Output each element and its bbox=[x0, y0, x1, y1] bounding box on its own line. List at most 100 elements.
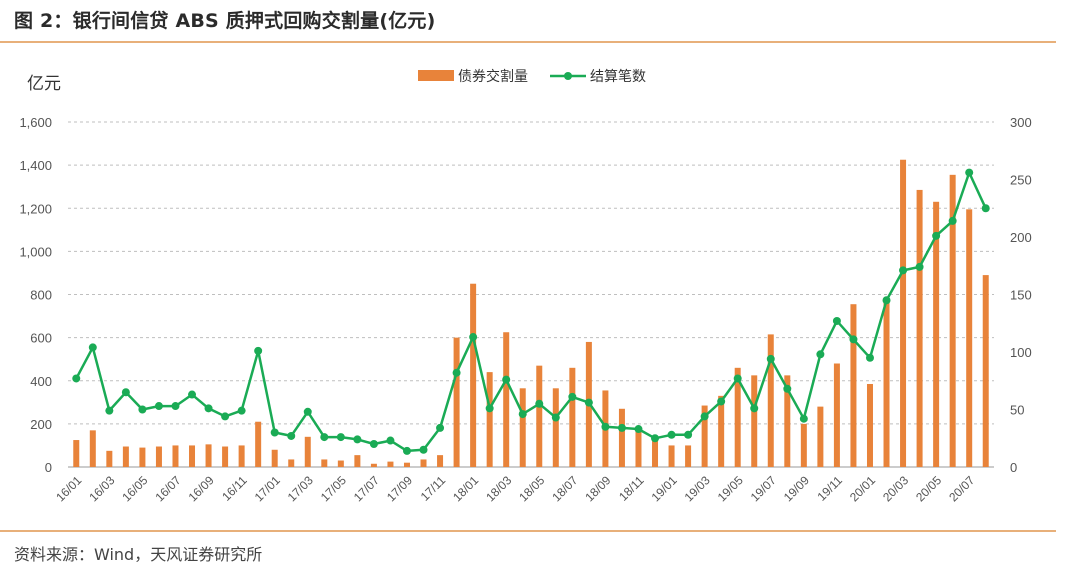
bar bbox=[122, 446, 129, 467]
line-point bbox=[667, 430, 676, 439]
x-tick-label: 18/07 bbox=[549, 473, 580, 504]
bar bbox=[751, 375, 758, 467]
bar bbox=[618, 408, 625, 467]
left-tick-label: 1,000 bbox=[19, 244, 52, 259]
bar-series bbox=[73, 159, 989, 467]
x-tick-label: 19/03 bbox=[682, 473, 713, 504]
footer-rule bbox=[0, 530, 1056, 532]
line-path bbox=[75, 171, 987, 453]
line-point bbox=[254, 346, 263, 355]
line-point bbox=[171, 402, 180, 411]
line-point bbox=[353, 435, 362, 444]
x-tick-label: 19/05 bbox=[715, 473, 746, 504]
bar bbox=[222, 446, 229, 467]
bar bbox=[238, 445, 245, 467]
legend-marker-line bbox=[564, 72, 572, 80]
left-tick-label: 0 bbox=[45, 460, 52, 475]
line-point bbox=[849, 335, 858, 344]
left-tick-label: 400 bbox=[30, 374, 52, 389]
line-point bbox=[965, 168, 974, 177]
chart-canvas: 亿元 0 200 400 600 800 1,000 1,200 1,400 1,600 0 50… bbox=[19, 68, 1032, 504]
left-axis-ticks: 0 200 400 600 800 1,000 1,200 1,400 1,600 bbox=[19, 115, 52, 475]
bar bbox=[536, 365, 543, 467]
line-point bbox=[386, 436, 395, 445]
bar bbox=[354, 455, 361, 467]
line-point bbox=[452, 368, 461, 377]
x-tick-label: 16/09 bbox=[186, 473, 217, 504]
line-point bbox=[436, 423, 445, 432]
bar bbox=[685, 445, 692, 467]
bar bbox=[767, 334, 774, 467]
line-point bbox=[766, 354, 775, 363]
x-tick-label: 18/11 bbox=[616, 473, 647, 504]
line-point bbox=[684, 430, 693, 439]
bar bbox=[255, 421, 262, 467]
line-point bbox=[336, 433, 345, 442]
bar bbox=[453, 337, 460, 467]
line-point bbox=[402, 446, 411, 455]
x-tick-label: 16/03 bbox=[86, 473, 117, 504]
x-tick-label: 20/05 bbox=[913, 473, 944, 504]
bar bbox=[73, 440, 80, 467]
x-tick-label: 19/07 bbox=[748, 473, 779, 504]
line-point bbox=[568, 392, 577, 401]
bar bbox=[503, 332, 510, 467]
x-tick-label: 18/01 bbox=[450, 473, 481, 504]
x-tick-label: 18/03 bbox=[483, 473, 514, 504]
chart-title: 图 2：银行间信贷 ABS 质押式回购交割量(亿元) bbox=[14, 10, 436, 32]
x-tick-label: 16/01 bbox=[53, 473, 84, 504]
x-tick-label: 16/05 bbox=[119, 473, 150, 504]
right-tick-label: 100 bbox=[1010, 345, 1032, 360]
line-point bbox=[783, 384, 792, 393]
legend-label-line: 结算笔数 bbox=[590, 68, 646, 84]
line-point bbox=[535, 399, 544, 408]
line-point bbox=[270, 428, 279, 437]
bar bbox=[486, 372, 493, 467]
bar bbox=[982, 275, 989, 467]
line-point bbox=[981, 204, 990, 213]
left-tick-label: 1,600 bbox=[19, 115, 52, 130]
bar bbox=[321, 459, 328, 467]
right-tick-label: 50 bbox=[1010, 403, 1024, 418]
x-tick-label: 19/11 bbox=[815, 473, 846, 504]
x-tick-label: 17/11 bbox=[418, 473, 449, 504]
bar bbox=[519, 388, 526, 467]
line-point bbox=[601, 422, 610, 431]
bar bbox=[106, 450, 113, 467]
left-tick-label: 200 bbox=[30, 417, 52, 432]
line-point bbox=[237, 406, 246, 415]
bar bbox=[949, 174, 956, 467]
title-rule bbox=[0, 41, 1056, 43]
legend-label-bar: 债券交割量 bbox=[458, 68, 528, 84]
line-point bbox=[188, 390, 197, 399]
bar bbox=[883, 300, 890, 467]
right-axis-ticks: 0 50 100 150 200 250 300 bbox=[1010, 115, 1032, 475]
line-point bbox=[469, 333, 478, 342]
bar bbox=[933, 201, 940, 467]
x-tick-label: 17/03 bbox=[285, 473, 316, 504]
x-tick-label: 17/09 bbox=[384, 473, 415, 504]
line-point bbox=[88, 343, 97, 352]
line-point bbox=[584, 398, 593, 407]
bar bbox=[569, 367, 576, 467]
legend: 债券交割量 结算笔数 bbox=[418, 68, 646, 84]
line-point bbox=[303, 407, 312, 416]
bar bbox=[552, 388, 559, 467]
bar bbox=[304, 436, 311, 467]
line-point bbox=[204, 404, 213, 413]
left-tick-label: 800 bbox=[30, 288, 52, 303]
line-series bbox=[72, 168, 990, 455]
bar bbox=[668, 445, 675, 467]
bar bbox=[89, 430, 96, 467]
y-axis-unit-label: 亿元 bbox=[27, 74, 61, 93]
x-tick-label: 20/07 bbox=[946, 473, 977, 504]
x-tick-label: 16/07 bbox=[152, 473, 183, 504]
left-tick-label: 600 bbox=[30, 331, 52, 346]
bar bbox=[155, 446, 162, 467]
line-point bbox=[121, 388, 130, 397]
bar bbox=[817, 406, 824, 467]
line-point bbox=[717, 397, 726, 406]
line-point bbox=[816, 350, 825, 359]
line-point bbox=[948, 216, 957, 225]
left-tick-label: 1,200 bbox=[19, 201, 52, 216]
